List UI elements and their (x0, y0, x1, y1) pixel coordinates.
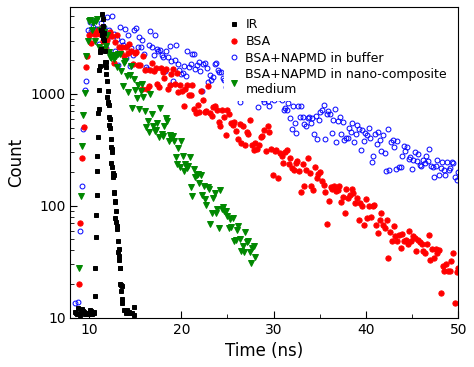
BSA (420, 249, 426, 254)
BSA (452, 301, 458, 305)
IR (128, 311, 134, 316)
Line: IR: IR (73, 11, 137, 318)
BSA (162, 76, 167, 80)
IR (123, 310, 128, 315)
BSA+NAPMD in nano-composite
medium (85, 39, 91, 43)
BSA (212, 103, 218, 108)
BSA+NAPMD in buffer (72, 301, 78, 306)
Line: BSA: BSA (76, 26, 461, 306)
BSA+NAPMD in buffer (125, 32, 131, 37)
BSA+NAPMD in nano-composite
medium (76, 266, 82, 270)
X-axis label: Time (ns): Time (ns) (225, 342, 303, 360)
BSA+NAPMD in buffer (109, 14, 115, 19)
Line: BSA+NAPMD in buffer: BSA+NAPMD in buffer (73, 14, 461, 306)
BSA (99, 26, 104, 30)
BSA (347, 193, 353, 197)
BSA+NAPMD in nano-composite
medium (190, 194, 195, 199)
BSA+NAPMD in buffer (415, 152, 421, 156)
IR (94, 169, 100, 173)
IR (75, 305, 81, 310)
IR (100, 11, 105, 16)
BSA+NAPMD in buffer (367, 135, 373, 140)
BSA+NAPMD in buffer (155, 49, 161, 53)
BSA (456, 266, 461, 270)
BSA+NAPMD in nano-composite
medium (182, 161, 188, 166)
IR (73, 309, 78, 314)
IR (131, 305, 137, 309)
BSA (76, 282, 82, 286)
Y-axis label: Count: Count (7, 138, 25, 187)
Legend: IR, BSA, BSA+NAPMD in buffer, BSA+NAPMD in nano-composite
medium: IR, BSA, BSA+NAPMD in buffer, BSA+NAPMD … (224, 13, 452, 101)
BSA+NAPMD in nano-composite
medium (95, 17, 100, 22)
IR (104, 79, 109, 83)
BSA+NAPMD in buffer (138, 44, 144, 49)
BSA+NAPMD in buffer (456, 170, 461, 175)
BSA+NAPMD in nano-composite
medium (252, 255, 258, 259)
BSA+NAPMD in nano-composite
medium (180, 153, 185, 158)
Line: BSA+NAPMD in nano-composite
medium: BSA+NAPMD in nano-composite medium (76, 17, 258, 271)
BSA+NAPMD in buffer (247, 92, 253, 97)
BSA+NAPMD in nano-composite
medium (226, 225, 231, 230)
IR (131, 313, 137, 317)
IR (96, 106, 101, 111)
BSA (127, 41, 132, 46)
BSA (235, 137, 241, 142)
BSA+NAPMD in nano-composite
medium (241, 250, 247, 254)
